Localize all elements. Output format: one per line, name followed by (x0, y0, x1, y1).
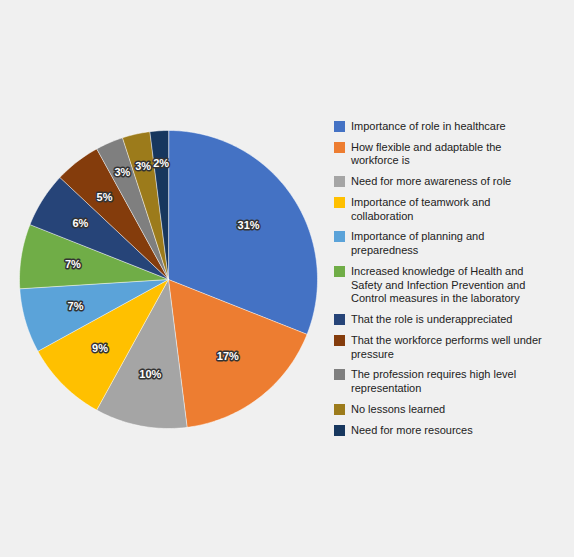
html-text:The profession requires high l: The profession requires high level repre… (351, 368, 517, 394)
svg-text:5%: 5% (97, 190, 113, 202)
svg-text:7%: 7% (68, 300, 84, 312)
html-text:Increased knowledge of Health: Increased knowledge of Health and Safety… (351, 264, 526, 305)
html-text:Need for more resources: Need for more resources (351, 423, 473, 436)
html-text:Need for more awareness of rol: Need for more awareness of role (351, 175, 512, 187)
svg-text:3%: 3% (135, 159, 151, 171)
html-text:How flexible and adaptable the: How flexible and adaptable the workforce… (351, 140, 502, 167)
svg-text:17%: 17% (217, 349, 239, 361)
svg-text:10%: 10% (139, 368, 161, 380)
svg-text:7%: 7% (65, 257, 81, 269)
svg-text:9%: 9% (92, 341, 108, 353)
svg-text:6%: 6% (72, 217, 88, 229)
html-text:Importance of teamwork and col: Importance of teamwork and collaboration (351, 195, 491, 222)
html-text:That the workforce performs we: That the workforce performs well under p… (351, 333, 542, 360)
html-text:Importance of planning and pre: Importance of planning and preparedness (351, 230, 485, 256)
html-text:No lessons learned: No lessons learned (351, 402, 446, 415)
html-text:That the role is underapprecia: That the role is underappreciated (351, 313, 513, 325)
svg-text:31%: 31% (238, 218, 260, 230)
svg-text:2%: 2% (153, 157, 169, 169)
svg-text:3%: 3% (114, 166, 130, 178)
html-text:Importance of role in healthca: Importance of role in healthcare (351, 119, 506, 132)
